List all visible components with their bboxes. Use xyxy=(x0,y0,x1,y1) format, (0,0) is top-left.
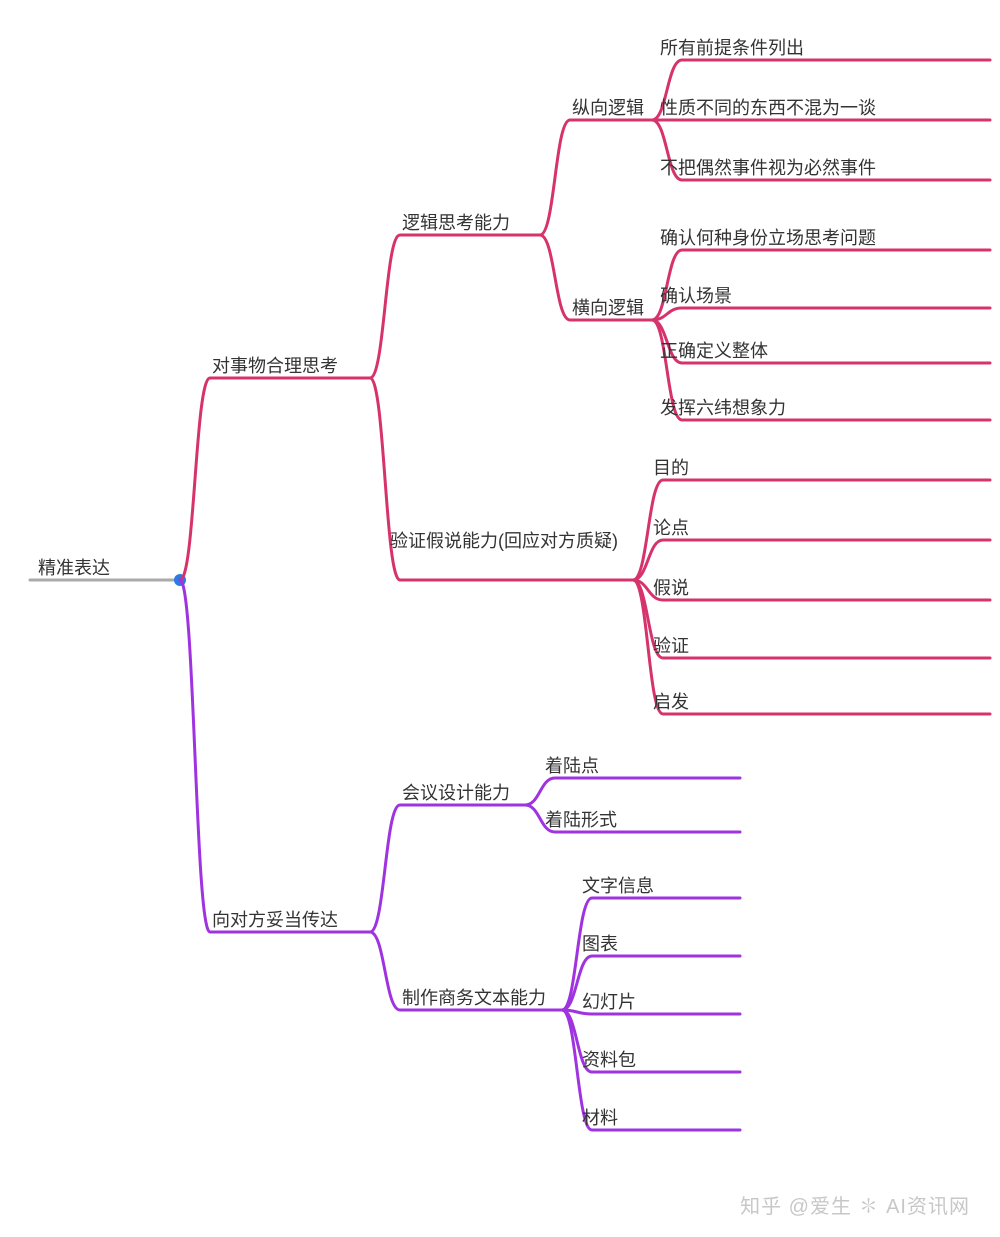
mindmap-node: 逻辑思考能力 xyxy=(402,211,510,235)
mindmap-node: 向对方妥当传达 xyxy=(212,908,338,932)
mindmap-node: 横向逻辑 xyxy=(572,296,644,320)
mindmap-node: 验证 xyxy=(653,634,689,658)
mindmap-node: 假说 xyxy=(653,576,689,600)
mindmap-node: 纵向逻辑 xyxy=(572,96,644,120)
mindmap-node: 确认场景 xyxy=(660,284,732,308)
mindmap-node: 所有前提条件列出 xyxy=(660,36,804,60)
mindmap-node: 不把偶然事件视为必然事件 xyxy=(660,156,876,180)
mindmap-node: 着陆点 xyxy=(545,754,599,778)
mindmap-node: 性质不同的东西不混为一谈 xyxy=(660,96,876,120)
mindmap-node: 论点 xyxy=(653,516,689,540)
mindmap-node: 图表 xyxy=(582,932,618,956)
mindmap-node: 材料 xyxy=(582,1106,618,1130)
mindmap-branches xyxy=(0,0,1000,1237)
mindmap-canvas: 精准表达 对事物合理思考 逻辑思考能力 纵向逻辑 所有前提条件列出性质不同的东西不混为一… xyxy=(0,0,1000,1237)
mindmap-node: 制作商务文本能力 xyxy=(402,986,546,1010)
mindmap-node: 目的 xyxy=(653,456,689,480)
mindmap-node: 验证假说能力(回应对方质疑) xyxy=(390,529,620,553)
mindmap-node: 幻灯片 xyxy=(582,990,636,1014)
mindmap-node: 着陆形式 xyxy=(545,808,617,832)
mindmap-node: 精准表达 xyxy=(38,556,110,580)
mindmap-node: 确认何种身份立场思考问题 xyxy=(660,226,876,250)
mindmap-node: 文字信息 xyxy=(582,874,654,898)
mindmap-node: 会议设计能力 xyxy=(402,781,510,805)
mindmap-node: 对事物合理思考 xyxy=(212,354,338,378)
mindmap-node: 发挥六纬想象力 xyxy=(660,396,786,420)
mindmap-node: 启发 xyxy=(653,690,689,714)
mindmap-node: 正确定义整体 xyxy=(660,339,768,363)
mindmap-node: 资料包 xyxy=(582,1048,636,1072)
